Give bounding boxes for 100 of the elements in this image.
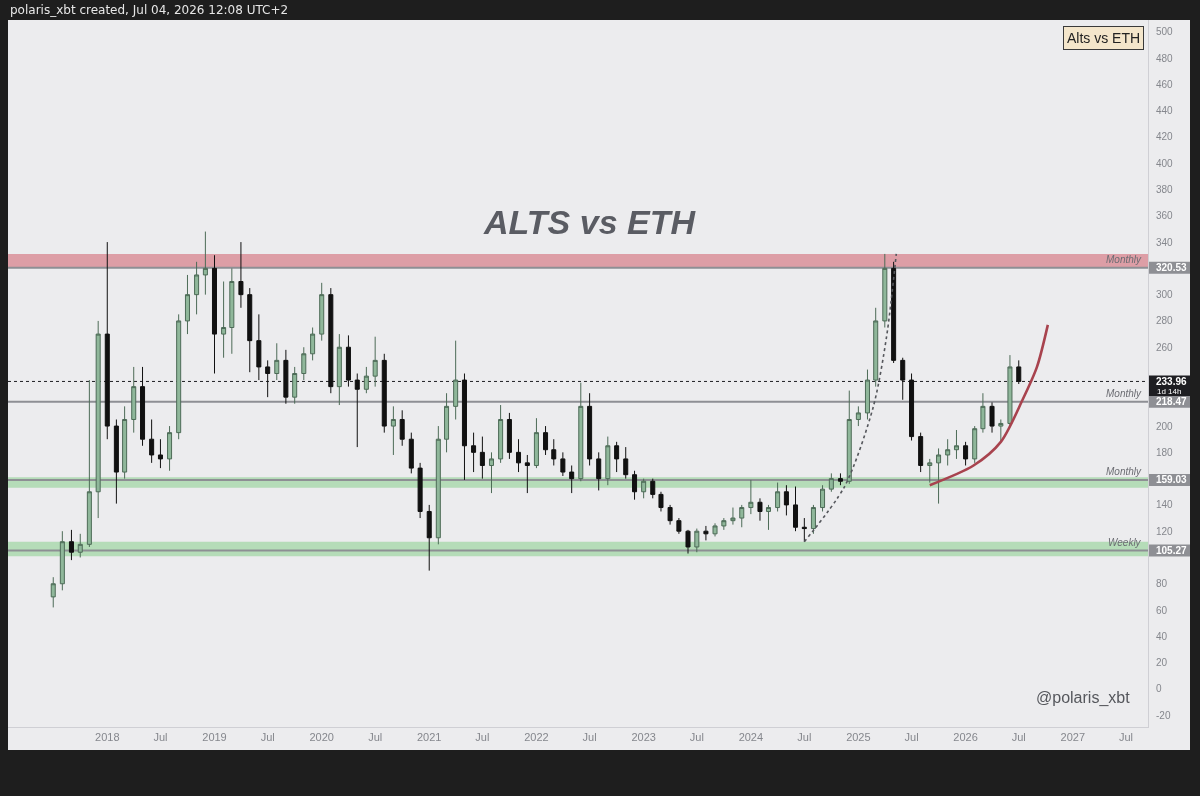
candlestick [157,438,163,469]
candlestick [891,261,897,364]
y-tick-label: 500 [1156,26,1174,38]
x-tick-label: 2019 [202,731,227,744]
ref-line-label: Monthly [1106,466,1143,477]
candlestick [614,441,620,473]
candlestick [77,533,83,558]
candlestick [238,241,244,309]
x-tick-label: Jul [1118,731,1133,744]
candlestick [104,241,110,440]
candlestick [641,478,647,499]
y-tick-label: 159.03 [1156,474,1188,486]
x-tick-label: Jul [368,731,383,744]
candlestick [560,451,566,477]
candlestick [310,327,316,361]
y-tick-label: 200 [1156,420,1174,432]
candlestick [140,366,146,447]
y-tick-label: 260 [1156,341,1174,353]
y-tick-label: 400 [1156,157,1174,169]
ref-line-label: Monthly [1106,388,1143,399]
y-tick-label: 80 [1156,578,1168,590]
candlestick [569,464,575,494]
candlestick [1007,354,1013,427]
candlestick [820,484,826,512]
candlestick [498,404,504,464]
candlestick [596,451,602,491]
candlestick [846,390,852,485]
candlestick [694,528,700,553]
y-tick-label: 105.27 [1156,545,1188,557]
candlestick [864,369,870,420]
y-tick-label: 40 [1156,630,1168,642]
line-series [803,253,898,543]
line-series [928,323,1050,487]
candlestick [265,359,271,398]
candlestick [953,429,959,460]
candlestick [658,491,664,512]
candlestick [650,478,656,499]
candlestick [256,313,262,381]
candlestick [873,307,879,388]
candlestick [381,353,387,434]
ref-line-label: 1d 14h [1157,387,1182,396]
candlestick [543,425,549,456]
ref-line-label: Monthly [1106,254,1143,265]
candlestick [524,454,530,494]
candlestick [516,438,522,473]
y-tick-label: 360 [1156,210,1174,222]
y-tick-label: 140 [1156,499,1174,511]
candlestick [176,313,182,440]
candlestick [972,425,978,464]
candlestick [1016,359,1022,385]
y-tick-label: 300 [1156,289,1174,301]
candlestick [149,418,155,464]
y-tick-label: 460 [1156,78,1174,90]
candlestick [900,357,906,401]
y-tick-label: 218.47 [1156,396,1188,408]
candlestick [50,576,56,608]
candlestick [68,529,74,561]
candlestick [623,446,629,480]
candlestick [319,282,325,342]
candlestick [551,438,557,466]
candlestick [202,231,208,296]
y-tick-label: 280 [1156,315,1174,327]
x-tick-label: Jul [1011,731,1026,744]
candlestick [632,470,638,501]
candlestick [783,484,789,516]
candlestick [131,366,137,434]
candlestick [765,504,771,531]
y-tick-label: -20 [1156,709,1171,721]
x-tick-label: Jul [689,731,704,744]
candlestick [712,522,718,537]
candlestick [345,334,351,388]
ref-line-label: Weekly [1108,537,1142,548]
candlestick [488,451,495,494]
x-tick-label: 2021 [416,731,442,744]
x-tick-label: 2023 [631,731,656,744]
candlestick [918,432,924,473]
candlestick [810,504,816,535]
candlestick [506,412,512,460]
candlestick [292,366,298,405]
candlestick [703,525,709,541]
candlestick [479,436,485,480]
annotation: Alts vs ETH [1067,30,1141,46]
x-tick-label: 2022 [524,731,549,744]
x-tick-label: 2024 [738,731,764,744]
candlestick [909,373,915,442]
x-tick-label: 2025 [846,731,871,744]
x-tick-label: Jul [475,731,490,744]
candlestick [417,462,423,519]
candlestick [676,517,682,535]
candlestick [882,253,888,329]
candlestick [801,517,807,543]
candlestick [167,425,173,472]
candlestick [390,405,396,456]
y-tick-label: 320.53 [1156,262,1188,274]
candlestick [113,418,119,505]
candlestick [730,507,736,526]
candlestick [426,504,432,572]
candlestick [963,441,969,466]
candlestick [837,472,843,486]
candlestick [354,373,360,448]
